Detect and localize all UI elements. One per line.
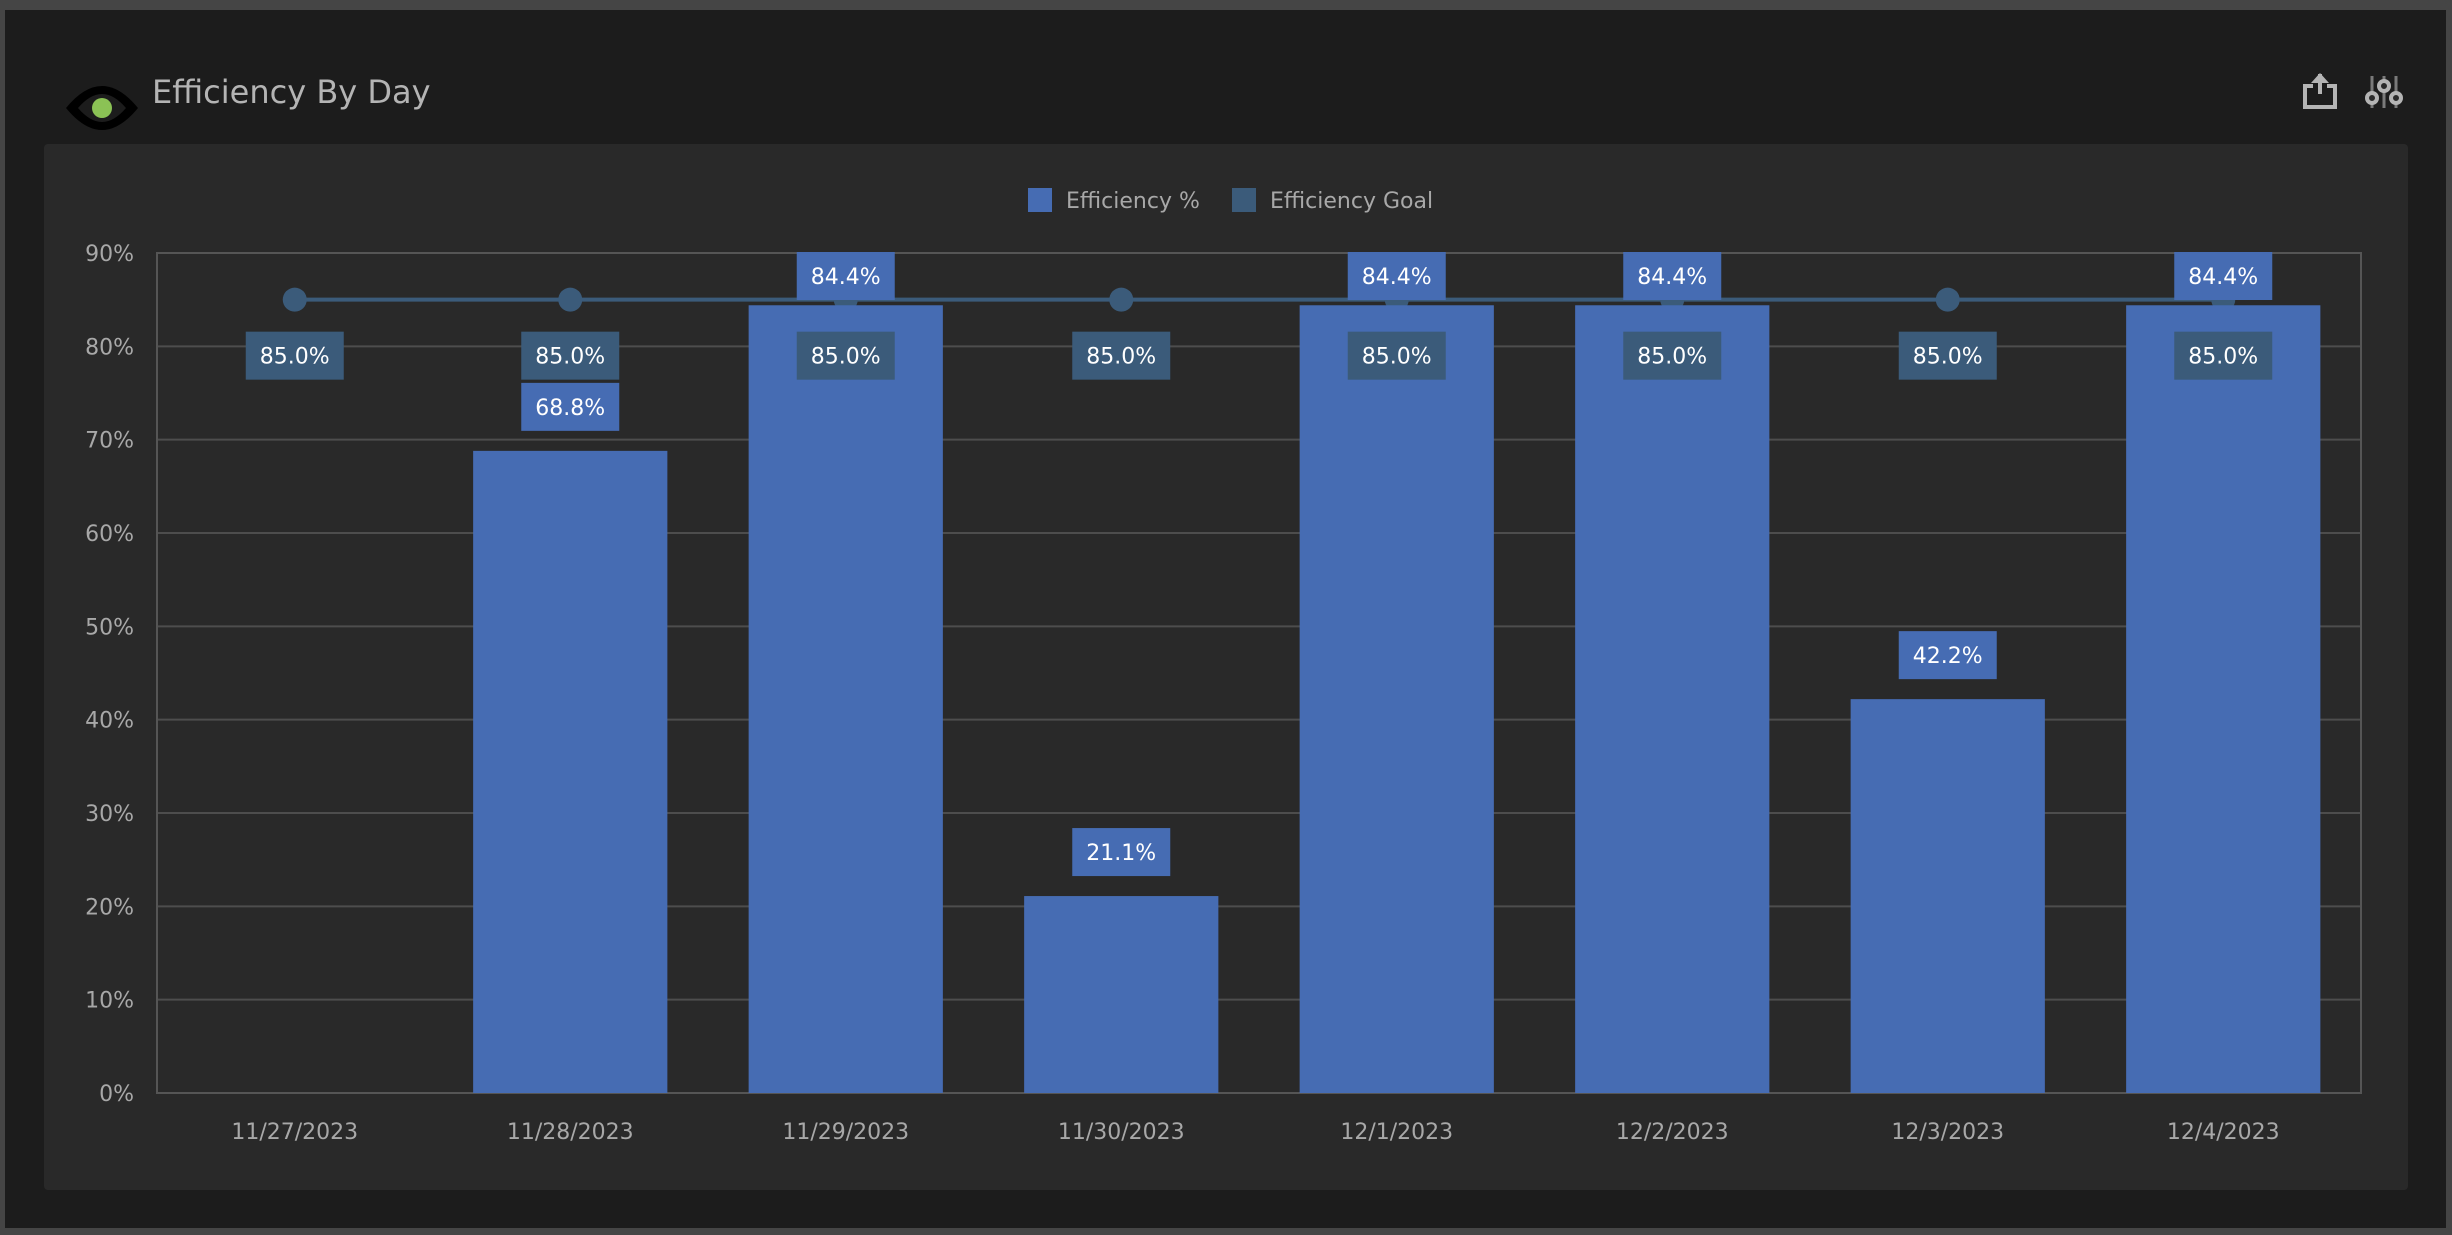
efficiency-data-label: 84.4% [1637,265,1707,290]
efficiency-bar [2126,305,2321,1093]
efficiency-label-box [1072,828,1171,877]
legend-label-goal: Efficiency Goal [1270,189,1433,214]
goal-data-label: 85.0% [260,345,330,370]
efficiency-data-label: 68.8% [535,396,605,421]
goal-point [558,287,583,312]
efficiency-label-box [796,252,895,300]
goal-label-box [521,331,620,380]
x-tick-label: 12/3/2023 [1891,1120,2004,1145]
goal-label-box [1347,331,1446,380]
goal-data-label: 85.0% [2188,345,2258,370]
goal-point [282,287,307,312]
goal-data-label: 85.0% [1913,345,1983,370]
x-tick-label: 11/30/2023 [1058,1120,1185,1145]
plot-border [156,252,2362,1094]
legend-swatch-goal [1232,188,1256,212]
y-tick-label: 10% [85,989,134,1014]
y-tick-label: 0% [99,1082,134,1107]
goal-point [1109,287,1134,312]
y-tick-label: 20% [85,895,134,920]
efficiency-label-box [1898,631,1997,680]
efficiency-bar [473,450,668,1093]
efficiency-label-box [521,382,620,431]
sliders-settings-icon[interactable] [2364,72,2404,110]
y-tick-label: 50% [85,615,134,640]
goal-data-label: 85.0% [1362,345,1432,370]
efficiency-data-label: 84.4% [1362,265,1432,290]
x-tick-label: 12/2/2023 [1616,1120,1729,1145]
goal-data-label: 85.0% [811,345,881,370]
efficiency-data-label: 84.4% [811,265,881,290]
efficiency-label-box [2174,252,2273,300]
goal-label-box [2174,331,2273,380]
legend-label-efficiency: Efficiency % [1066,189,1200,214]
efficiency-label-box [1623,252,1722,300]
efficiency-data-label: 42.2% [1913,644,1983,669]
efficiency-bar [1299,305,1494,1093]
y-tick-label: 60% [85,522,134,547]
efficiency-label-box [1347,252,1446,300]
goal-data-label: 85.0% [535,345,605,370]
y-tick-label: 70% [85,429,134,454]
widget-title: Efficiency By Day [152,73,431,111]
legend-swatch-efficiency [1028,188,1052,212]
goal-point [1935,287,1960,312]
efficiency-bar [748,305,943,1093]
eye-icon [66,86,138,130]
y-tick-label: 90% [85,242,134,267]
efficiency-bar [1850,699,2045,1093]
x-tick-label: 12/1/2023 [1340,1120,1453,1145]
efficiency-data-label: 21.1% [1086,841,1156,866]
x-tick-label: 12/4/2023 [2167,1120,2280,1145]
x-tick-label: 11/28/2023 [507,1120,634,1145]
x-tick-label: 11/27/2023 [231,1120,358,1145]
goal-label-box [1072,331,1171,380]
goal-data-label: 85.0% [1637,345,1707,370]
goal-label-box [1623,331,1722,380]
y-tick-label: 80% [85,335,134,360]
goal-label-box [245,331,344,380]
y-tick-label: 30% [85,802,134,827]
efficiency-bar [1024,896,1219,1093]
goal-label-box [1898,331,1997,380]
y-tick-label: 40% [85,709,134,734]
x-tick-label: 11/29/2023 [782,1120,909,1145]
efficiency-bar [1575,305,1770,1093]
goal-label-box [796,331,895,380]
share-export-icon[interactable] [2302,70,2338,110]
goal-data-label: 85.0% [1086,345,1156,370]
efficiency-data-label: 84.4% [2188,265,2258,290]
